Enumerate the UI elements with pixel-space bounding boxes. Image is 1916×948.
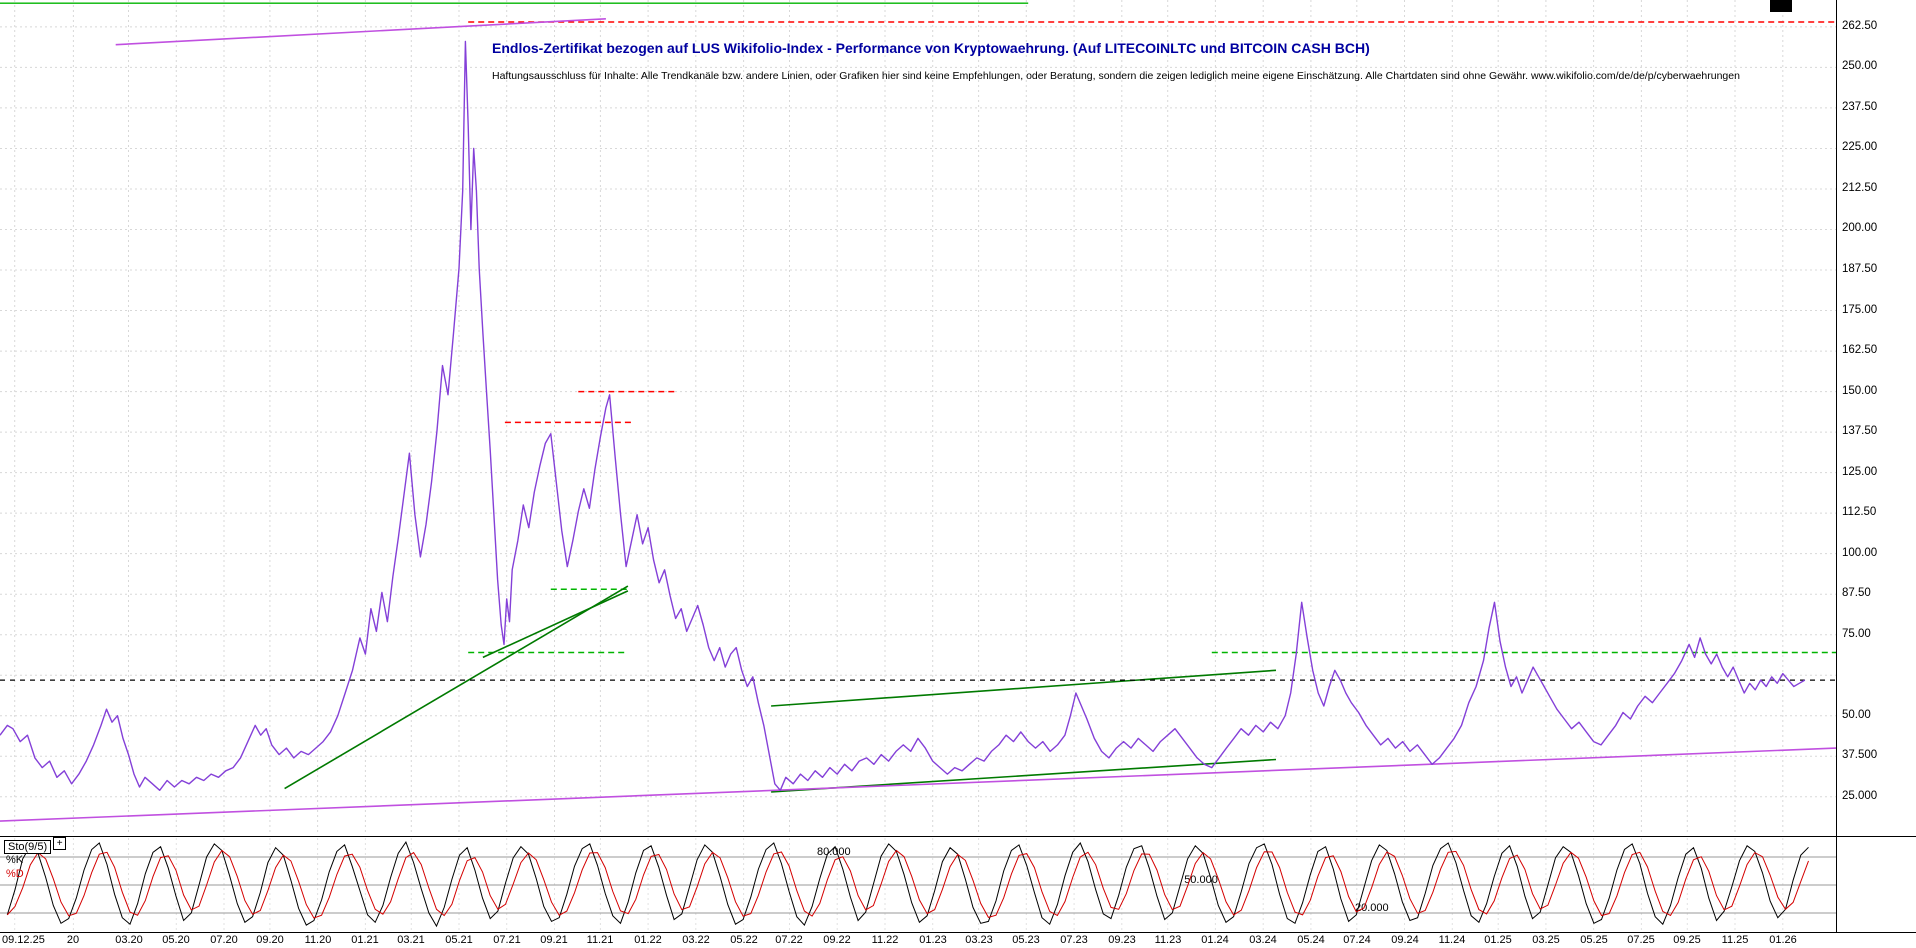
stochastic-d-label: %D (6, 868, 24, 880)
y-axis-label: 262.50 (1842, 20, 1878, 32)
y-axis-label: 112.50 (1842, 506, 1877, 518)
y-axis-label: 162.50 (1842, 344, 1878, 356)
y-axis-label: 100.00 (1842, 547, 1878, 559)
x-axis-label: 01.24 (1201, 934, 1229, 946)
x-axis-label: 07.25 (1627, 934, 1655, 946)
y-axis-label: 237.50 (1842, 101, 1878, 113)
violet-channel-bottom (0, 747, 1836, 822)
x-axis-label: 03.24 (1249, 934, 1277, 946)
y-axis-label: 75.00 (1842, 628, 1871, 640)
sto-level-label: 80.000 (817, 846, 851, 858)
x-axis-label: 03.25 (1532, 934, 1560, 946)
x-axis-label: 01.21 (351, 934, 379, 946)
x-axis-label: 01.26 (1769, 934, 1797, 946)
panel-separator-top (0, 836, 1916, 837)
x-axis-label: 09.22 (823, 934, 851, 946)
y-axis-label: 187.50 (1842, 263, 1878, 275)
x-axis-label: 05.21 (445, 934, 473, 946)
y-axis-label: 37.500 (1842, 749, 1878, 761)
corner-marker-box (1770, 0, 1792, 12)
chart-disclaimer: Haftungsausschluss für Inhalte: Alle Tre… (492, 70, 1740, 82)
stochastic-k-label: %K (6, 854, 24, 866)
x-axis-label: 05.24 (1297, 934, 1325, 946)
green-trendline-mid-upper (771, 669, 1277, 707)
x-axis-label: 03.20 (115, 934, 143, 946)
y-axis-label: 25.000 (1842, 790, 1878, 802)
x-axis-label: 03.22 (682, 934, 710, 946)
x-axis-label: 05.20 (162, 934, 190, 946)
add-indicator-button[interactable]: + (53, 837, 67, 850)
x-axis-label: 07.20 (210, 934, 238, 946)
panel-separator-bottom (0, 932, 1916, 933)
violet-channel-top (115, 18, 606, 46)
sto-level-label: 50.000 (1184, 874, 1218, 886)
x-axis-label: 11.21 (586, 934, 614, 946)
chart-title: Endlos-Zertifikat bezogen auf LUS Wikifo… (492, 40, 1370, 56)
x-axis-label: 09.20 (256, 934, 284, 946)
time-axis: 09.12.25 20 03.20 05.20 07.20 09.20 11.20 01.21… (0, 934, 1836, 948)
x-axis-label: 05.25 (1580, 934, 1608, 946)
x-axis-label: 11.23 (1154, 934, 1182, 946)
stochastic-canvas[interactable]: 80.000 50.000 20.000 (0, 838, 1836, 931)
price-line (0, 40, 1806, 791)
x-axis-label: 07.21 (493, 934, 521, 946)
y-axis-label: 175.00 (1842, 304, 1878, 316)
indicator-settings-button[interactable]: Sto(9/5) (4, 840, 52, 854)
price-axis: 61.00 90.38 74.33 50.00 262.50250.00237.… (1842, 0, 1916, 948)
y-axis-label: 200.00 (1842, 222, 1878, 234)
x-axis-label: 03.21 (397, 934, 425, 946)
y-axis-label: 137.50 (1842, 425, 1878, 437)
y-axis-label: 125.00 (1842, 466, 1878, 478)
price-axis-border (1836, 0, 1837, 932)
sto-d-line (6, 849, 1809, 919)
x-axis-label: 11.22 (871, 934, 899, 946)
x-axis-label: 07.23 (1060, 934, 1088, 946)
x-axis-label: 09.25 (1673, 934, 1701, 946)
x-axis-label: 01.22 (634, 934, 662, 946)
x-axis-label: 03.23 (965, 934, 993, 946)
y-axis-label: 250.00 (1842, 60, 1878, 72)
y-axis-label: 225.00 (1842, 141, 1878, 153)
y-axis-label: 87.50 (1842, 587, 1871, 599)
x-axis-label: 01.23 (919, 934, 947, 946)
x-axis-label: 09.21 (540, 934, 568, 946)
y-axis-label: 212.50 (1842, 182, 1878, 194)
x-axis-label: 09.23 (1108, 934, 1136, 946)
x-axis-label: 11.25 (1721, 934, 1749, 946)
main-chart-canvas[interactable] (0, 0, 1836, 835)
y-axis-label: 50.00 (1842, 709, 1871, 721)
x-axis-label: 05.23 (1012, 934, 1040, 946)
x-axis-label: 11.20 (304, 934, 332, 946)
green-trendline-short (482, 590, 629, 659)
sto-k-line (6, 841, 1809, 928)
x-axis-label: 01.25 (1484, 934, 1512, 946)
sto-level-label: 20.000 (1355, 902, 1389, 914)
x-axis-label: 07.22 (775, 934, 803, 946)
x-axis-label: 09.12.25 (2, 934, 45, 946)
y-axis-label: 150.00 (1842, 385, 1878, 397)
x-axis-label: 09.24 (1391, 934, 1419, 946)
x-axis-label: 20 (66, 934, 80, 946)
x-axis-label: 07.24 (1343, 934, 1371, 946)
green-trendline-long (284, 585, 629, 790)
x-axis-label: 05.22 (730, 934, 758, 946)
stochastic-header: Sto(9/5) + %K %D (4, 837, 124, 889)
x-axis-label: 11.24 (1438, 934, 1466, 946)
